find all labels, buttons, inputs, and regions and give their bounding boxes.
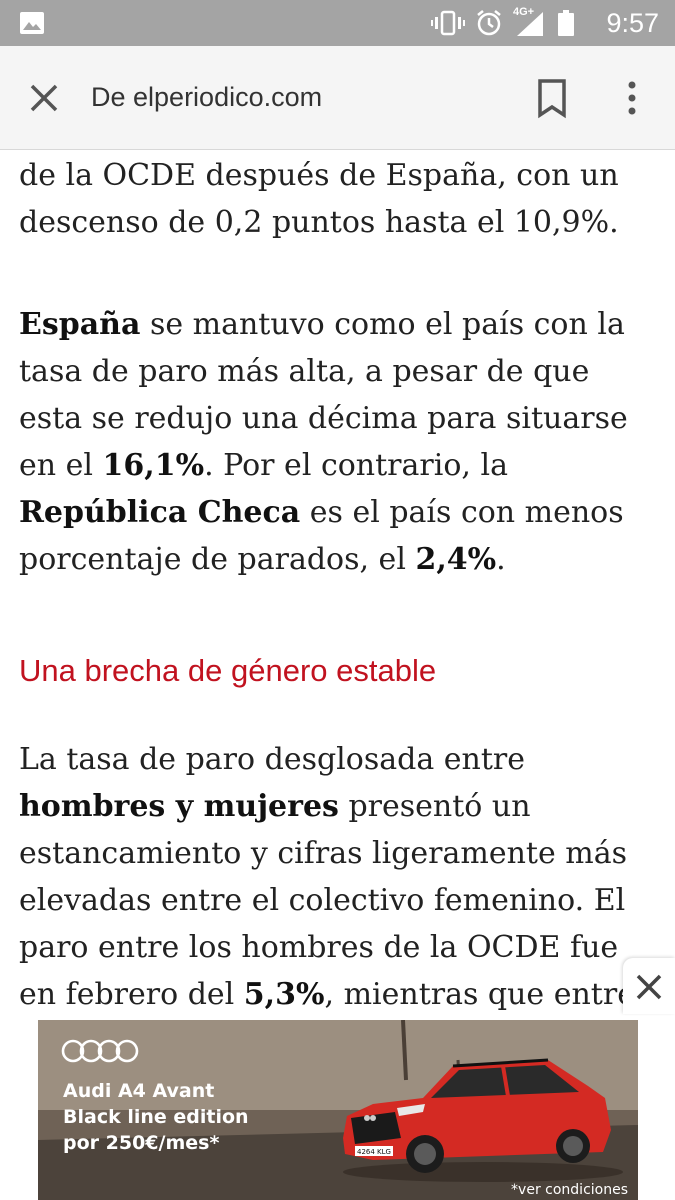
car-image: 4264 KLG <box>343 1058 623 1182</box>
network-type-label: 4G+ <box>513 6 535 18</box>
bold-text: República Checa <box>19 495 301 530</box>
bold-text: España <box>19 307 141 342</box>
battery-icon <box>558 10 574 36</box>
status-time: 9:57 <box>606 8 659 38</box>
page-url[interactable]: De elperiodico.com <box>91 82 323 112</box>
vibrate-icon <box>431 10 465 36</box>
paragraph-text: presentó un estancamiento y cifras liger… <box>19 789 627 1012</box>
status-icons: 4G+ <box>431 6 575 38</box>
bold-text: 5,3% <box>243 977 325 1012</box>
bold-text: 2,4% <box>415 542 497 577</box>
close-icon[interactable] <box>623 958 675 1014</box>
audi-logo-icon <box>61 1039 139 1063</box>
status-bar: 4G+ 9:57 <box>0 0 675 46</box>
bold-text: 16,1% <box>102 448 205 483</box>
ad-line-edition: Black line edition <box>63 1106 249 1128</box>
article-body: de la OCDE después de España, con un des… <box>19 152 659 1065</box>
close-icon[interactable] <box>22 76 66 120</box>
more-options-icon[interactable] <box>610 74 654 122</box>
image-notification-icon <box>20 12 44 34</box>
paragraph-text: La tasa de paro desglosada entre <box>19 742 525 777</box>
ad-headline: Audi A4 Avant Black line edition por 250… <box>63 1078 249 1156</box>
ad-close-button[interactable] <box>623 958 675 1014</box>
paragraph-text: . <box>496 542 506 577</box>
audi-ad-banner[interactable]: Audi A4 Avant Black line edition por 250… <box>38 1020 638 1200</box>
paragraph-text: . Por el contrario, la <box>204 448 508 483</box>
ad-footnote[interactable]: *ver condiciones <box>511 1182 628 1198</box>
article-paragraph: de la OCDE después de España, con un des… <box>19 158 619 240</box>
bold-text: hombres y mujeres <box>19 789 339 824</box>
section-subheading: Una brecha de género estable <box>19 653 437 688</box>
bookmark-icon[interactable] <box>530 74 574 122</box>
license-plate: 4264 KLG <box>357 1148 391 1156</box>
custom-tab-toolbar: De elperiodico.com <box>0 46 675 150</box>
ad-background-scene <box>38 1020 638 1200</box>
paragraph-text: es el país con menos porcentaje de parad… <box>19 495 624 577</box>
article-paragraph: La tasa de paro desglosada entre hombres… <box>19 736 659 1065</box>
paragraph-text: se mantuvo como el país con la tasa de p… <box>19 307 628 483</box>
ad-line-price: por 250€/mes* <box>63 1132 220 1154</box>
article-paragraph: España se mantuvo como el país con la ta… <box>19 301 659 583</box>
signal-icon: 4G+ <box>513 6 547 37</box>
ad-line-model: Audi A4 Avant <box>63 1080 215 1102</box>
alarm-icon <box>477 10 501 36</box>
